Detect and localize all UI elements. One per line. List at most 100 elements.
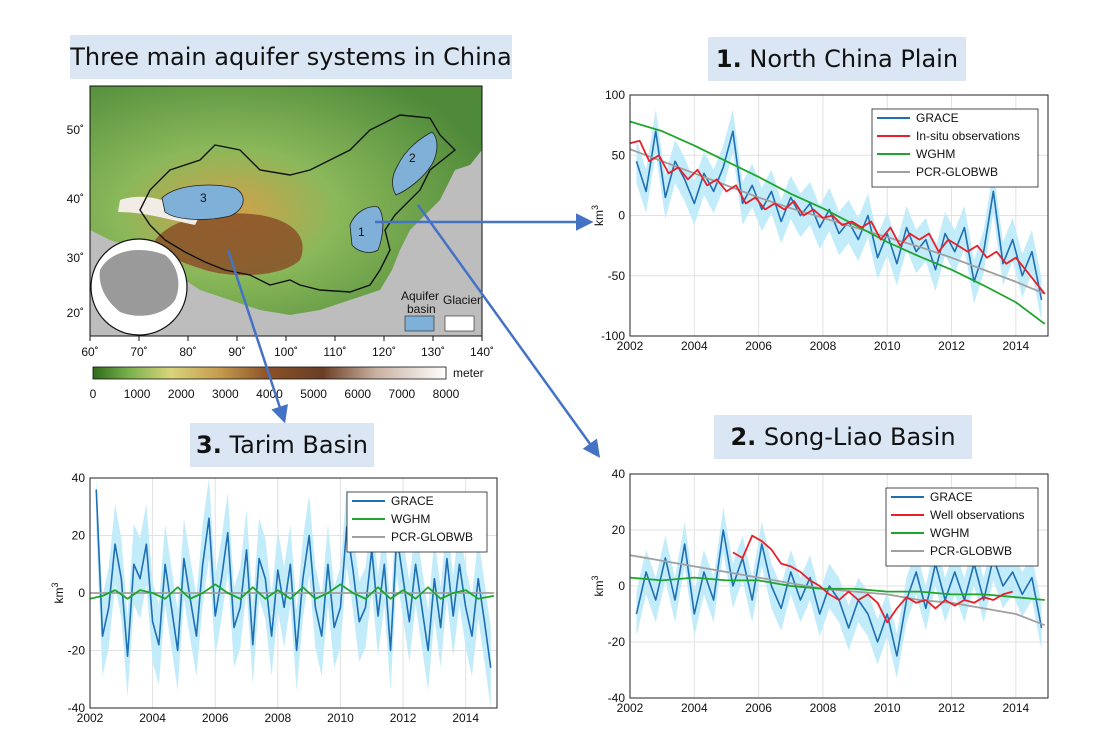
- legend-glacier-swatch: [444, 315, 475, 332]
- x-tick-label: 2006: [202, 711, 229, 725]
- title-text: Song-Liao Basin: [763, 423, 956, 451]
- map-lon-label: 130˚: [421, 345, 445, 359]
- y-tick-label: 40: [612, 467, 626, 481]
- y-tick-label: 20: [72, 529, 86, 543]
- arrow-to-song-liao-basin: [416, 204, 601, 458]
- region-label-1: 1: [358, 225, 365, 239]
- map-lon-axis: 60˚ 70˚ 80˚ 90˚ 100˚ 110˚ 120˚ 130˚ 140˚: [81, 336, 494, 359]
- aquifer-basin-3: [161, 184, 244, 220]
- title-tarim-basin: 3. Tarim Basin: [190, 423, 374, 467]
- title-number: 1.: [715, 45, 742, 73]
- legend: GRACE In-situ observations WGHM PCR-GLOBWB: [871, 108, 1039, 188]
- y-tick-label: 0: [618, 579, 625, 593]
- x-tick-label: 2006: [745, 701, 772, 715]
- x-tick-label: 2004: [681, 701, 708, 715]
- x-tick-label: 2002: [617, 339, 644, 353]
- map-lon-label: 60˚: [81, 345, 98, 359]
- x-tick-label: 2010: [327, 711, 354, 725]
- series-line-grace: [95, 489, 492, 668]
- chart-tarim-basin: 2002 2004 2006 2008 2010 2012 2014 -40 -20 0 20 40 k…: [50, 471, 498, 725]
- x-tick-label: 2006: [745, 339, 772, 353]
- legend-entry: GRACE: [916, 111, 959, 125]
- legend-aquifer-line1: Aquifer: [401, 289, 439, 303]
- colorbar-tick-label: 3000: [212, 387, 239, 401]
- map-lon-label: 70˚: [130, 345, 147, 359]
- x-tick-label: 2004: [681, 339, 708, 353]
- title-text: North China Plain: [749, 45, 959, 73]
- map-legend: Aquifer basin Glacier: [401, 289, 481, 332]
- map-lon-label: 100˚: [274, 345, 298, 359]
- x-tick-label: 2014: [1002, 701, 1029, 715]
- colorbar-tick-label: 7000: [389, 387, 416, 401]
- x-tick-label: 2002: [617, 701, 644, 715]
- title-song-liao-basin: 2. Song-Liao Basin: [714, 415, 972, 459]
- x-tick-label: 2012: [938, 339, 965, 353]
- china-map: 3 2 1 Aquifer basin Glacier 60˚ 70˚ 80˚ 90˚…: [67, 85, 494, 359]
- legend-entry: Well observations: [930, 508, 1025, 522]
- map-lon-label: 80˚: [179, 345, 196, 359]
- x-tick-label: 2010: [874, 701, 901, 715]
- title-number: 3.: [196, 431, 222, 459]
- y-tick-label: 0: [78, 586, 85, 600]
- legend-entry: PCR-GLOBWB: [930, 544, 1012, 558]
- title-text: Tarim Basin: [229, 431, 368, 459]
- legend-entry: PCR-GLOBWB: [391, 530, 473, 544]
- colorbar-tick-label: 2000: [168, 387, 195, 401]
- y-tick-label: -20: [608, 635, 626, 649]
- legend-entry: WGHM: [391, 512, 430, 526]
- elevation-colorbar: meter 0 1000 2000 3000 4000 5000 6000 7000 8000: [90, 366, 484, 401]
- map-lat-label: 20˚: [67, 306, 84, 320]
- series-uncertainty-band: [636, 507, 1042, 679]
- y-tick-label: 100: [605, 88, 625, 102]
- y-axis-label: km3: [590, 205, 606, 226]
- chart-song-liao-basin: 2002 2004 2006 2008 2010 2012 2014 -40 -20 0 20 40 k…: [590, 467, 1049, 715]
- x-tick-label: 2008: [810, 339, 837, 353]
- connector-arrows: [226, 204, 601, 458]
- legend-entry: GRACE: [930, 490, 973, 504]
- region-label-3: 3: [200, 191, 207, 205]
- legend-entry: WGHM: [916, 147, 955, 161]
- china-border: [139, 114, 457, 293]
- aquifer-basin-2: [392, 131, 438, 196]
- legend-aquifer-swatch: [404, 315, 435, 332]
- series-line-wghm: [89, 583, 495, 600]
- legend-box: [885, 487, 1039, 567]
- series-line-wghm: [629, 120, 1046, 325]
- series-line-grace: [635, 130, 1043, 301]
- legend: GRACE WGHM PCR-GLOBWB: [346, 491, 488, 553]
- map-lat-label: 30˚: [67, 251, 84, 265]
- colorbar-tick-label: 4000: [256, 387, 283, 401]
- legend-aquifer-line2: basin: [407, 302, 436, 316]
- y-tick-label: 50: [612, 148, 626, 162]
- title-north-china-plain: 1. North China Plain: [708, 37, 966, 81]
- x-tick-label: 2004: [139, 711, 166, 725]
- map-lon-label: 120˚: [372, 345, 396, 359]
- legend-entry: In-situ observations: [916, 129, 1020, 143]
- y-tick-label: 40: [72, 471, 86, 485]
- arrow-to-tarim-basin: [226, 249, 288, 424]
- map-tibetan-plateau: [155, 213, 303, 276]
- colorbar-tick-label: 6000: [344, 387, 371, 401]
- y-tick-label: -50: [608, 269, 626, 283]
- colorbar-unit: meter: [453, 366, 484, 380]
- x-tick-label: 2008: [264, 711, 291, 725]
- axes-frame: [629, 473, 1049, 699]
- map-lat-axis: 50˚ 40˚ 30˚ 20˚: [67, 123, 84, 320]
- map-lat-label: 40˚: [67, 192, 84, 206]
- y-tick-label: -20: [68, 644, 86, 658]
- y-axis-label: km3: [50, 582, 66, 603]
- legend: GRACE Well observations WGHM PCR-GLOBWB: [885, 487, 1039, 567]
- y-axis-label: km3: [590, 575, 606, 596]
- legend-entry: PCR-GLOBWB: [916, 165, 998, 179]
- map-lat-label: 50˚: [67, 123, 84, 137]
- y-tick-label: -40: [68, 701, 86, 715]
- aquifer-basin-1: [349, 206, 384, 253]
- x-tick-label: 2014: [1002, 339, 1029, 353]
- chart-north-china-plain: 2002 2004 2006 2008 2010 2012 2014 -100 -50 0 50 10…: [590, 88, 1049, 353]
- main-title: Three main aquifer systems in China: [70, 35, 512, 79]
- map-lon-label: 90˚: [228, 345, 245, 359]
- colorbar-tick-label: 5000: [300, 387, 327, 401]
- legend-entry: WGHM: [930, 526, 969, 540]
- legend-box: [871, 108, 1039, 188]
- series-line-wghm: [629, 576, 1045, 601]
